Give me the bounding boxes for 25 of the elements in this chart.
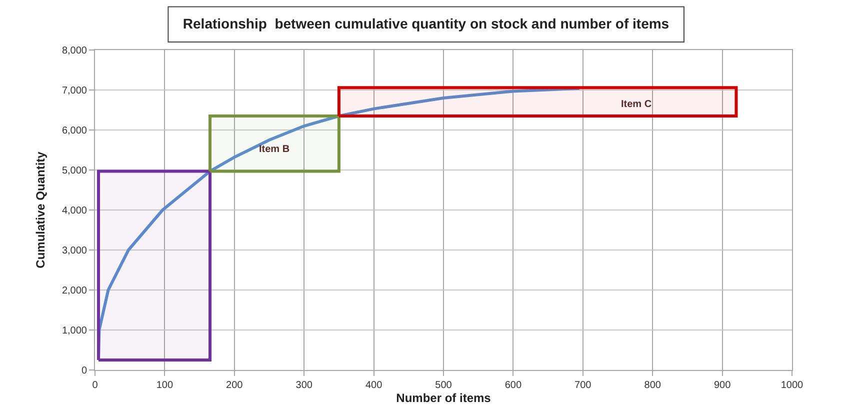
x-tick-label: 400 [365, 380, 383, 391]
x-tick-label: 800 [644, 380, 662, 391]
x-tick-label: 900 [714, 380, 732, 391]
x-tick-label: 0 [92, 380, 98, 391]
x-tick-label: 200 [226, 380, 244, 391]
y-axis-title: Cumulative Quantity [33, 151, 48, 268]
x-tick-label: 700 [574, 380, 592, 391]
x-tick-label: 1000 [780, 380, 804, 391]
y-tick-label: 2,000 [62, 286, 88, 296]
chart-title: Relationship between cumulative quantity on stock and number of items [182, 15, 670, 32]
y-tick-label: 3,000 [62, 246, 88, 256]
x-tick-label: 100 [156, 380, 174, 391]
annotation: Item B [259, 144, 290, 155]
y-tick-label: 7,000 [62, 86, 88, 96]
y-tick-label: 0 [81, 366, 88, 376]
y-tick-label: 8,000 [62, 46, 88, 56]
x-tick-label: 600 [504, 380, 522, 391]
x-tick-label: 300 [296, 380, 313, 391]
x-tick-label: 500 [435, 380, 452, 391]
y-tick-label: 6,000 [62, 126, 88, 136]
annotation: Item C [621, 99, 652, 110]
y-tick-label: 1,000 [62, 326, 88, 336]
y-tick-label: 5,000 [62, 166, 88, 176]
y-tick-label: 4,000 [62, 206, 88, 216]
x-axis-title: Number of items [396, 391, 492, 405]
